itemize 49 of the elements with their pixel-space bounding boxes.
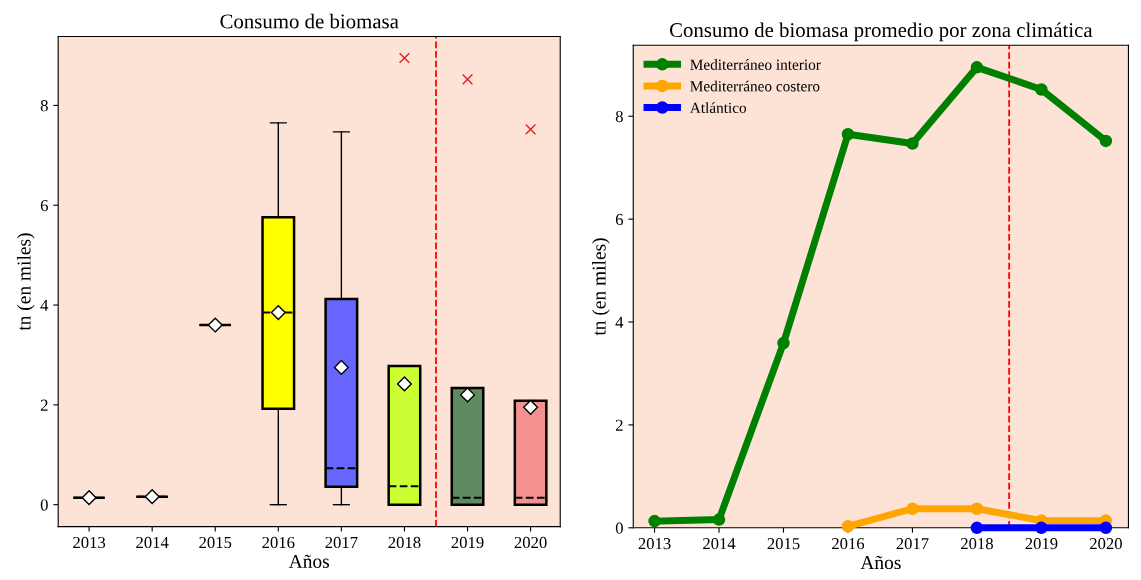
point: [970, 502, 984, 516]
x-tick-label: 2018: [388, 536, 421, 549]
point: [1035, 83, 1048, 96]
x-tick-label: 2019: [451, 536, 484, 549]
x-tick-label: 2016: [262, 536, 295, 549]
point: [648, 514, 661, 528]
y-tick-label: 8: [615, 110, 623, 123]
y-axis-title: tn (en miles): [592, 238, 610, 336]
point: [841, 520, 855, 533]
y-tick-label: 4: [40, 299, 49, 311]
point: [1035, 521, 1048, 535]
y-tick-label: 8: [40, 100, 48, 112]
point: [970, 61, 984, 74]
x-tick-label: 2015: [767, 538, 800, 550]
y-tick-label: 2: [615, 419, 623, 431]
legend-label: Atlántico: [689, 102, 747, 114]
x-axis-title: Años: [288, 554, 330, 568]
x-tick-label: 2020: [514, 536, 547, 549]
point: [777, 336, 790, 350]
chart-title: Consumo de biomasa promedio por zona climática: [669, 22, 1093, 42]
point: [906, 502, 919, 516]
x-tick-label: 2018: [960, 538, 993, 550]
x-tick-label: 2019: [1025, 538, 1058, 550]
chart-title: Consumo de biomasa: [220, 13, 399, 29]
y-tick-label: 6: [40, 199, 48, 212]
y-tick-label: 4: [615, 316, 624, 328]
x-tick-label: 2015: [199, 536, 232, 549]
x-tick-label: 2020: [1089, 538, 1122, 550]
point: [970, 521, 984, 535]
y-tick-label: 2: [40, 399, 48, 411]
point: [841, 127, 855, 141]
x-tick-label: 2014: [703, 538, 736, 550]
point: [906, 137, 919, 150]
point: [1099, 134, 1113, 148]
x-tick-label: 2013: [638, 538, 671, 550]
x-axis-title: Años: [860, 555, 901, 570]
y-tick-label: 0: [40, 499, 48, 511]
y-tick-label: 6: [615, 213, 624, 226]
x-tick-label: 2017: [896, 538, 929, 550]
legend-label: Mediterráneo costero: [690, 80, 820, 92]
y-tick-label: 0: [615, 522, 623, 534]
x-tick-label: 2013: [73, 536, 106, 549]
x-tick-label: 2016: [832, 538, 865, 550]
point: [712, 513, 726, 526]
x-tick-label: 2014: [136, 536, 169, 549]
x-tick-label: 2017: [325, 536, 358, 549]
legend-label: Mediterráneo interior: [690, 59, 821, 70]
point: [1099, 521, 1113, 535]
y-axis-title: tn (en miles): [16, 233, 35, 331]
